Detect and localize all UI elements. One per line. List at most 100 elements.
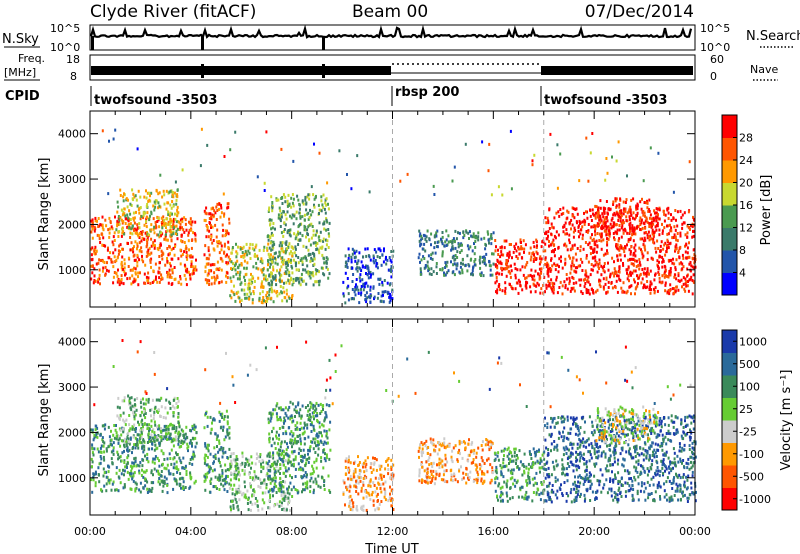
data-cell xyxy=(269,241,272,245)
data-cell xyxy=(116,274,119,278)
data-cell xyxy=(389,299,392,303)
data-cell xyxy=(145,398,148,402)
data-cell xyxy=(132,461,135,465)
data-cell xyxy=(581,220,584,224)
data-cell xyxy=(168,435,171,439)
data-cell xyxy=(253,248,256,252)
data-cell xyxy=(90,253,93,257)
data-cell xyxy=(131,232,134,236)
data-cell xyxy=(251,247,254,251)
data-cell xyxy=(464,263,467,267)
data-cell xyxy=(288,203,291,207)
data-cell xyxy=(253,490,256,494)
data-cell xyxy=(152,438,155,442)
data-cell xyxy=(300,442,302,446)
data-cell xyxy=(532,282,535,286)
data-cell xyxy=(243,472,246,476)
data-cell xyxy=(373,295,376,299)
data-cell xyxy=(616,290,619,294)
data-cell xyxy=(190,220,192,224)
data-cell xyxy=(550,287,553,291)
data-cell xyxy=(235,462,238,466)
data-cell xyxy=(288,252,291,256)
data-cell xyxy=(551,241,554,245)
data-cell xyxy=(322,266,324,270)
data-cell xyxy=(136,433,139,437)
data-cell xyxy=(533,278,536,282)
data-cell xyxy=(122,247,124,251)
data-cell xyxy=(294,457,297,461)
data-cell xyxy=(294,237,297,241)
data-cell xyxy=(100,450,103,454)
data-cell xyxy=(177,257,180,261)
data-cell xyxy=(171,423,174,427)
data-cell xyxy=(357,259,360,263)
data-cell xyxy=(174,466,177,470)
data-cell xyxy=(273,441,276,445)
data-cell xyxy=(294,415,296,418)
data-cell xyxy=(271,244,274,248)
data-cell xyxy=(488,237,491,241)
data-cell xyxy=(631,226,634,230)
data-cell xyxy=(171,268,174,272)
data-cell xyxy=(610,218,613,222)
data-cell xyxy=(553,262,556,266)
data-cell xyxy=(477,231,480,235)
data-cell xyxy=(554,268,557,272)
data-cell xyxy=(693,253,696,257)
data-cell xyxy=(275,283,278,287)
data-cell xyxy=(353,256,356,260)
data-cell xyxy=(562,206,565,210)
data-cell xyxy=(648,209,651,213)
data-cell xyxy=(275,491,278,494)
data-cell xyxy=(552,243,555,247)
data-cell xyxy=(435,231,438,235)
data-cell xyxy=(116,414,119,418)
data-cell xyxy=(600,239,603,243)
data-cell xyxy=(167,271,170,275)
data-cell xyxy=(158,459,160,463)
data-cell xyxy=(315,482,318,486)
data-cell xyxy=(162,451,165,455)
data-cell xyxy=(237,245,239,249)
data-cell xyxy=(247,463,250,467)
data-cell xyxy=(129,222,132,226)
data-cell xyxy=(615,246,618,250)
data-cell xyxy=(139,461,142,464)
data-cell xyxy=(260,470,263,474)
data-cell xyxy=(177,220,180,224)
data-cell xyxy=(603,262,606,265)
data-cell xyxy=(465,230,468,234)
data-cell xyxy=(207,262,210,266)
data-cell xyxy=(636,214,638,217)
data-cell xyxy=(585,291,588,295)
data-cell xyxy=(179,222,182,226)
data-cell xyxy=(420,234,423,238)
data-cell xyxy=(280,231,283,235)
data-cell xyxy=(243,266,246,270)
data-cell xyxy=(375,250,378,254)
data-cell xyxy=(166,238,169,242)
data-cell xyxy=(370,273,372,277)
data-cell xyxy=(190,223,193,227)
data-cell xyxy=(312,480,315,484)
data-cell xyxy=(186,254,189,257)
data-cell xyxy=(303,225,306,229)
data-cell xyxy=(124,214,127,218)
data-cell xyxy=(542,284,545,287)
data-cell xyxy=(447,234,450,238)
data-cell xyxy=(366,296,369,300)
data-cell xyxy=(325,217,328,221)
data-cell xyxy=(277,418,280,421)
data-cell xyxy=(114,260,117,264)
data-cell xyxy=(634,269,637,273)
data-cell xyxy=(199,164,202,168)
data-cell xyxy=(185,425,188,429)
data-cell xyxy=(614,230,617,234)
data-cell xyxy=(131,461,134,465)
data-cell xyxy=(291,201,294,205)
data-cell xyxy=(666,290,669,294)
data-cell xyxy=(636,202,639,206)
colorbar-tick-label: 16 xyxy=(739,199,753,212)
